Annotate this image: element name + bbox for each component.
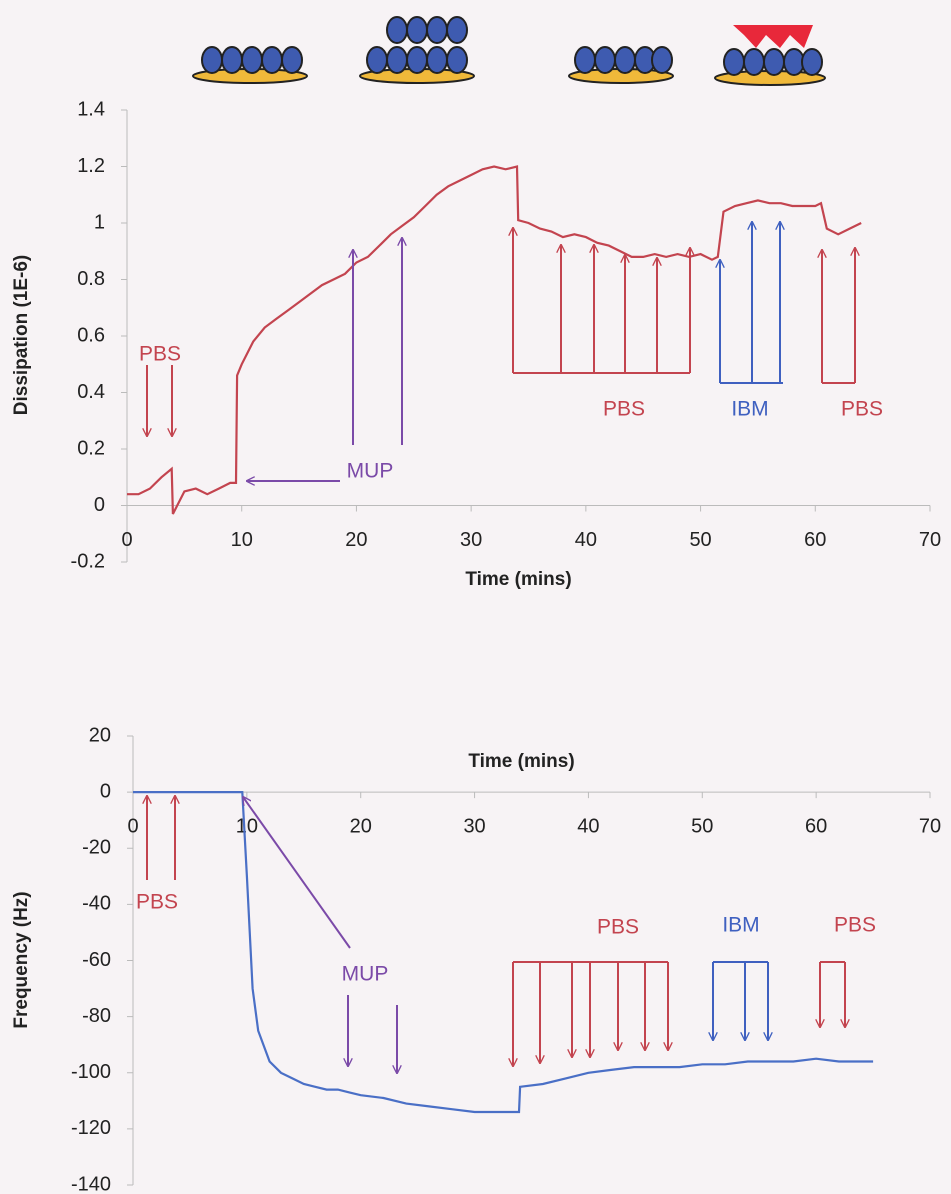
y-tick-label: -40 xyxy=(82,893,111,915)
x-tick-label: 0 xyxy=(127,815,138,837)
x-axis-title: Time (mins) xyxy=(465,569,571,590)
annotation: PBS xyxy=(139,343,181,366)
annotation: IBM xyxy=(731,398,768,421)
x-tick-label: 50 xyxy=(689,529,711,551)
y-tick-label: -100 xyxy=(71,1061,111,1083)
y-tick-label: -20 xyxy=(82,837,111,859)
y-tick-label: -0.2 xyxy=(71,550,105,572)
arrow xyxy=(243,797,351,949)
annotation: MUP xyxy=(342,963,389,986)
y-tick-label: 0 xyxy=(94,494,105,516)
annotation: PBS xyxy=(834,914,876,937)
annotation: MUP xyxy=(347,460,394,483)
y-tick-label: -80 xyxy=(82,1005,111,1027)
y-tick-label: 0.8 xyxy=(77,268,105,290)
x-tick-label: 0 xyxy=(121,529,132,551)
x-tick-label: 30 xyxy=(463,815,485,837)
y-tick-label: 1.2 xyxy=(77,155,105,177)
y-axis-title: Frequency (Hz) xyxy=(11,891,32,1028)
y-tick-label: 0.6 xyxy=(77,324,105,346)
x-tick-label: 40 xyxy=(575,529,597,551)
y-tick-label: 1 xyxy=(94,211,105,233)
x-tick-label: 60 xyxy=(804,529,826,551)
y-tick-label: 0.4 xyxy=(77,381,105,403)
annotation: IBM xyxy=(722,914,759,937)
data-line xyxy=(133,791,874,1114)
y-tick-label: 0.2 xyxy=(77,437,105,459)
x-tick-label: 60 xyxy=(805,815,827,837)
annotation: PBS xyxy=(597,916,639,939)
y-tick-label: -60 xyxy=(82,949,111,971)
x-tick-label: 10 xyxy=(231,529,253,551)
x-tick-label: 40 xyxy=(577,815,599,837)
y-tick-label: 0 xyxy=(100,780,111,802)
y-tick-label: 1.4 xyxy=(77,98,105,120)
x-tick-label: 70 xyxy=(919,815,941,837)
annotation: PBS xyxy=(136,891,178,914)
x-tick-label: 10 xyxy=(236,815,258,837)
y-axis-title: Dissipation (1E-6) xyxy=(11,255,32,415)
annotation: PBS xyxy=(603,398,645,421)
y-tick-label: -140 xyxy=(71,1173,111,1194)
x-tick-label: 30 xyxy=(460,529,482,551)
y-tick-label: -120 xyxy=(71,1117,111,1139)
y-tick-label: 20 xyxy=(89,724,111,746)
x-tick-label: 50 xyxy=(691,815,713,837)
x-tick-label: 20 xyxy=(350,815,372,837)
annotation: PBS xyxy=(841,398,883,421)
x-tick-label: 70 xyxy=(919,529,941,551)
data-line xyxy=(127,165,862,515)
x-axis-title: Time (mins) xyxy=(468,751,574,772)
surface-icons xyxy=(192,16,826,86)
x-tick-label: 20 xyxy=(345,529,367,551)
